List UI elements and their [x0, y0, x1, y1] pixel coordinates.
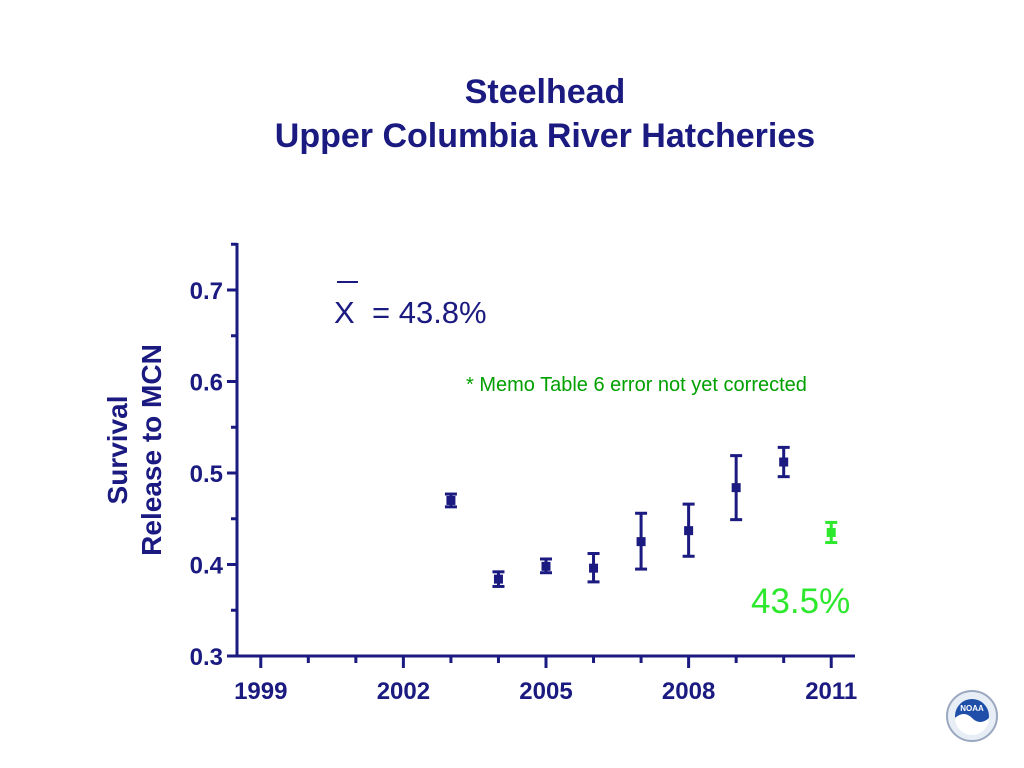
y-ticks: 0.3 0.4 0.5 0.6 0.7 [190, 242, 237, 671]
data-marks [444, 445, 838, 588]
data-point-group [682, 502, 695, 558]
data-point-group [492, 570, 505, 588]
data-point-group [587, 552, 600, 584]
data-point-group [730, 454, 743, 522]
y-tick-label: 0.5 [190, 461, 223, 488]
y-axis-label-line1: Survival [102, 396, 133, 505]
data-point [589, 563, 599, 573]
data-point-group [825, 520, 838, 545]
y-tick-label: 0.3 [190, 644, 223, 671]
data-point [636, 537, 646, 547]
data-point [731, 483, 741, 493]
mean-value: = 43.8% [372, 295, 487, 330]
data-point [779, 457, 789, 467]
data-point-group [777, 445, 790, 479]
highlight-value: 43.5% [751, 582, 850, 621]
y-axis-label-line2: Release to MCN [136, 344, 167, 556]
x-tick-label: 2011 [805, 678, 857, 705]
x-tick-label: 2002 [377, 678, 430, 705]
data-point-group [635, 511, 648, 571]
data-point [684, 526, 694, 536]
data-point-group [444, 492, 457, 509]
memo-note: * Memo Table 6 error not yet corrected [466, 374, 807, 396]
chart-title-line2: Upper Columbia River Hatcheries [274, 117, 816, 155]
chart-title-line1: Steelhead [464, 73, 626, 111]
x-ticks: 1999 2002 2005 2008 2011 [234, 656, 857, 705]
noaa-logo-icon: NOAA [946, 690, 998, 742]
mean-annotation: X = 43.8% [334, 281, 487, 330]
x-tick-label: 1999 [234, 678, 287, 705]
data-point [541, 561, 551, 571]
logo-text: NOAA [960, 704, 984, 713]
data-point-group [540, 557, 552, 575]
x-tick-label: 2005 [519, 678, 572, 705]
y-axis-label: Survival Release to MCN [102, 344, 167, 556]
data-point [446, 495, 456, 505]
data-point [493, 574, 503, 584]
y-tick-label: 0.6 [190, 370, 223, 397]
mean-symbol: X [334, 295, 355, 330]
y-tick-label: 0.7 [190, 278, 223, 305]
x-tick-label: 2008 [662, 678, 715, 705]
data-point [826, 527, 836, 537]
y-tick-label: 0.4 [190, 553, 224, 580]
